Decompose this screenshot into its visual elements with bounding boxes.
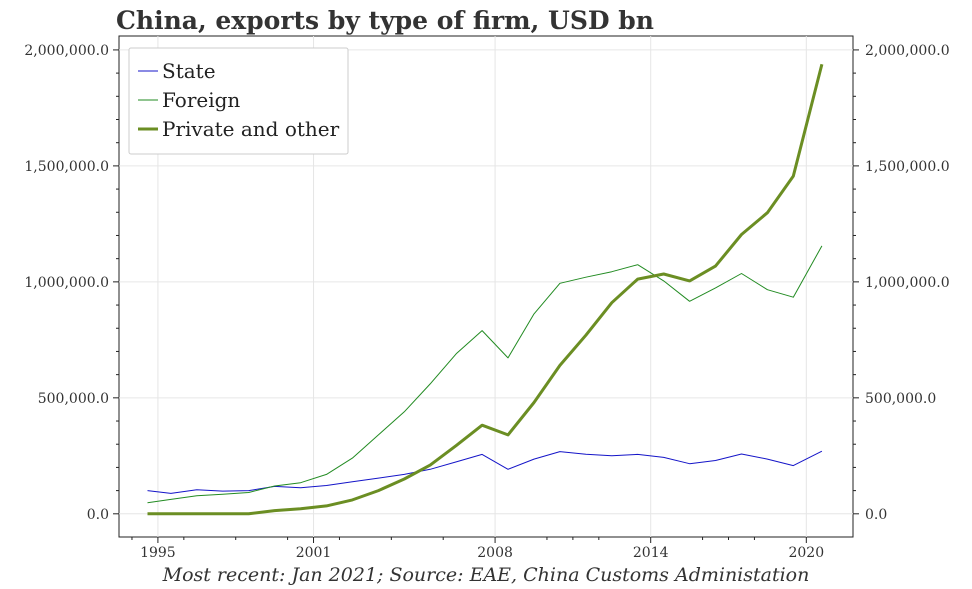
y-tick-label-right: 1,500,000.0 <box>865 159 950 175</box>
y-tick-label-left: 2,000,000.0 <box>24 43 109 59</box>
legend-label-private-and-other: Private and other <box>162 117 340 141</box>
axes: 1995 2001 2008 2014 2020 0.0 0.0 500,000.0 500,0… <box>24 43 949 561</box>
x-tick-label: 2014 <box>633 545 669 561</box>
legend: State Foreign Private and other <box>128 47 349 155</box>
x-tick-label: 2020 <box>788 545 824 561</box>
y-tick-label-right: 0.0 <box>865 507 887 523</box>
series-lines <box>147 63 824 516</box>
series-line-private-and-other <box>147 63 824 516</box>
y-tick-label-right: 1,000,000.0 <box>865 275 950 291</box>
x-tick-label: 2001 <box>296 545 332 561</box>
y-tick-label-left: 500,000.0 <box>38 391 109 407</box>
series-line-foreign <box>147 245 823 504</box>
y-tick-label-right: 2,000,000.0 <box>865 43 950 59</box>
y-tick-label-left: 1,000,000.0 <box>24 275 109 291</box>
legend-box <box>128 47 349 155</box>
series-line-state <box>147 450 823 494</box>
source-note: Most recent: Jan 2021; Source: EAE, Chin… <box>162 564 810 586</box>
y-tick-label-right: 500,000.0 <box>865 391 936 407</box>
legend-label-foreign: Foreign <box>162 88 240 112</box>
legend-label-state: State <box>162 59 216 83</box>
x-tick-label: 2008 <box>477 545 513 561</box>
y-tick-label-left: 1,500,000.0 <box>24 159 109 175</box>
y-tick-label-left: 0.0 <box>87 507 109 523</box>
x-tick-label: 1995 <box>140 545 176 561</box>
chart-title: China, exports by type of firm, USD bn <box>116 6 654 35</box>
